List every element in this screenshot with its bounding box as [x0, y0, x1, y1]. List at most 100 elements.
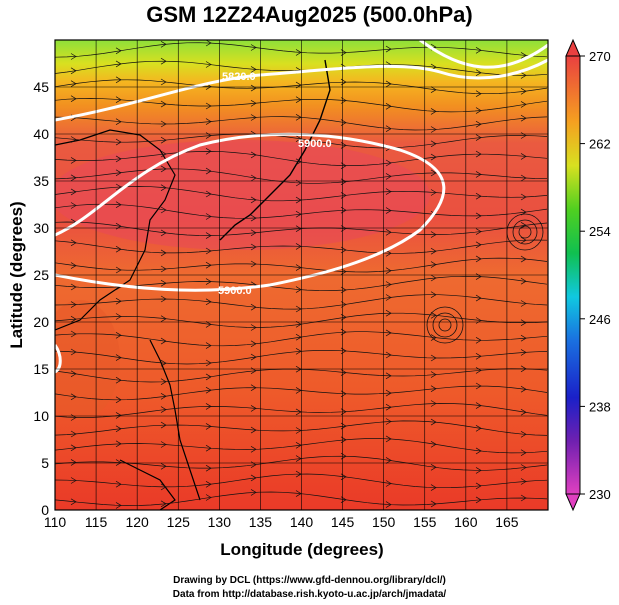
stream-arrow — [115, 376, 122, 384]
stream-arrow — [295, 441, 302, 449]
stream-arrow — [115, 201, 122, 209]
colorbar-tick-label: 262 — [589, 137, 611, 152]
stream-arrow — [475, 192, 482, 200]
stream-arrow — [160, 483, 167, 491]
stream-arrow — [385, 281, 392, 288]
stream-arrow — [205, 480, 212, 488]
x-tick-label: 160 — [454, 514, 478, 530]
stream-arrow — [115, 459, 122, 466]
stream-arrow — [520, 132, 527, 139]
x-tick-label: 120 — [125, 514, 149, 530]
stream-arrow — [520, 385, 527, 393]
stream-arrow — [520, 153, 527, 160]
stream-arrow — [70, 67, 77, 75]
stream-arrow — [475, 447, 482, 455]
stream-arrow — [295, 196, 302, 204]
stream-arrow — [70, 174, 77, 182]
stream-arrow — [205, 321, 212, 328]
stream-arrow — [250, 384, 257, 392]
x-tick-label: 135 — [249, 514, 273, 530]
stream-arrow — [385, 80, 392, 88]
y-tick-label: 0 — [41, 502, 49, 518]
circulation-centers — [426, 213, 544, 344]
stream-arrow — [70, 393, 77, 401]
stream-arrow — [430, 86, 437, 94]
y-tick-label: 20 — [33, 314, 49, 330]
y-tick-label: 40 — [33, 126, 49, 142]
stream-arrow — [205, 423, 212, 430]
stream-arrow — [160, 40, 167, 48]
stream-arrow — [475, 90, 482, 98]
stream-arrow — [475, 255, 482, 263]
stream-arrow — [385, 207, 392, 214]
stream-arrow — [430, 385, 437, 393]
stream-arrow — [115, 138, 122, 146]
stream-arrow — [115, 266, 122, 274]
plot-frame — [54, 39, 549, 511]
stream-arrow — [520, 300, 527, 307]
stream-arrow — [115, 76, 122, 84]
stream-arrow — [115, 47, 122, 55]
stream-arrow — [385, 309, 392, 317]
stream-arrow — [520, 277, 527, 285]
stream-arrow — [160, 500, 167, 508]
colorbar-tick-label: 246 — [589, 312, 611, 327]
stream-arrow — [475, 273, 482, 280]
stream-arrow — [430, 140, 437, 148]
stream-arrow — [520, 430, 527, 438]
stream-arrow — [205, 132, 212, 139]
stream-arrow — [205, 190, 212, 198]
stream-arrow — [385, 480, 392, 487]
stream-arrow — [250, 66, 257, 73]
stream-arrow — [70, 477, 77, 484]
y-tick-label: 30 — [33, 220, 49, 236]
x-tick-label: 110 — [44, 514, 67, 530]
stream-arrow — [115, 440, 122, 448]
stream-arrow — [430, 108, 437, 115]
stream-arrow — [295, 135, 302, 143]
stream-arrow — [295, 347, 302, 355]
stream-arrow — [70, 315, 77, 323]
stream-arrow — [250, 324, 257, 331]
stream-arrow — [430, 484, 437, 491]
stream-arrow — [295, 387, 302, 394]
stream-arrow — [475, 228, 482, 235]
stream-arrow — [385, 249, 392, 257]
x-tick-label: 155 — [413, 514, 437, 530]
coastline-asia — [55, 129, 176, 331]
stream-arrow — [160, 206, 167, 214]
stream-arrow — [520, 193, 527, 201]
contour-5900 — [55, 132, 446, 292]
stream-arrow — [475, 171, 482, 178]
stream-arrow — [430, 247, 437, 255]
stream-arrow — [205, 118, 212, 125]
stream-arrow — [520, 72, 527, 79]
stream-arrow — [115, 297, 122, 305]
stream-arrow — [520, 334, 527, 342]
stream-arrow — [250, 445, 257, 453]
y-tick-labels: 0 5 10 15 20 25 30 35 40 45 — [33, 79, 49, 518]
stream-arrow — [115, 502, 122, 509]
stream-arrow — [475, 120, 482, 128]
stream-arrow — [205, 464, 212, 472]
stream-arrow — [385, 372, 392, 380]
stream-arrow — [70, 348, 77, 356]
stream-arrow — [430, 354, 437, 362]
stream-arrow — [475, 382, 482, 390]
stream-arrow — [70, 80, 77, 88]
stream-arrow — [430, 500, 437, 508]
stream-arrow — [295, 158, 302, 166]
stream-arrow — [520, 101, 527, 108]
colorbar-tick-label: 230 — [589, 487, 611, 502]
stream-arrow — [205, 373, 212, 381]
stream-arrow — [160, 421, 167, 429]
stream-arrow — [295, 96, 302, 104]
stream-arrow — [430, 274, 437, 282]
stream-arrow — [295, 470, 302, 478]
stream-arrow — [250, 44, 257, 51]
stream-arrow — [205, 298, 212, 306]
stream-arrow — [160, 406, 167, 413]
stream-arrow — [70, 283, 77, 291]
x-tick-label: 130 — [208, 514, 232, 530]
stream-arrow — [295, 305, 302, 313]
